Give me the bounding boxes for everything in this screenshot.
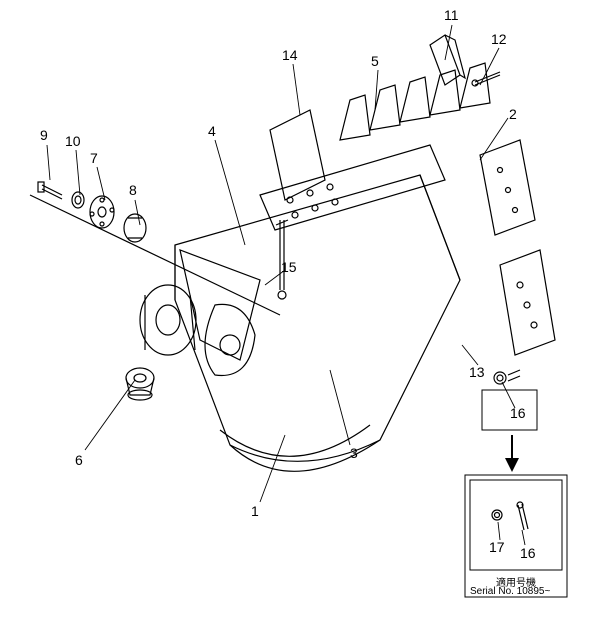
parts-diagram	[0, 0, 606, 620]
leader-lines-group	[47, 25, 525, 545]
arrow-down-icon	[505, 435, 519, 472]
serial-label-en: Serial No. 10895~	[470, 586, 550, 597]
